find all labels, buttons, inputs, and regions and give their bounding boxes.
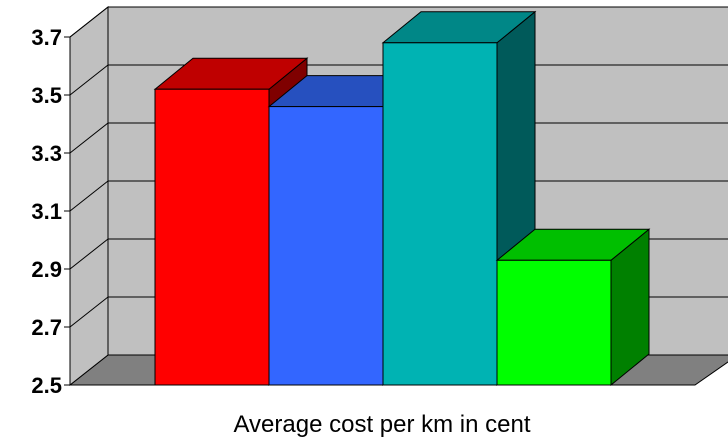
bar-front [268, 106, 384, 386]
y-tick-label: 3.7 [31, 25, 62, 50]
x-axis-label: Average cost per km in cent [233, 411, 530, 438]
gridline-side [69, 180, 109, 212]
gridline-side [69, 122, 109, 154]
gridline-side [69, 64, 109, 96]
bar-front [154, 88, 270, 386]
bar-front [382, 42, 498, 386]
bar [495, 228, 651, 387]
y-tick-label: 3.1 [31, 199, 62, 224]
bars [153, 10, 651, 387]
gridline-side [69, 6, 109, 38]
y-tick-label: 2.5 [31, 373, 62, 398]
y-tick-label: 2.7 [31, 315, 62, 340]
y-tick-label: 3.3 [31, 141, 62, 166]
y-tick-label: 3.5 [31, 83, 62, 108]
y-tick-label: 2.9 [31, 257, 62, 282]
gridline-side [69, 296, 109, 328]
bar-front [496, 259, 612, 386]
gridline-side [69, 238, 109, 270]
